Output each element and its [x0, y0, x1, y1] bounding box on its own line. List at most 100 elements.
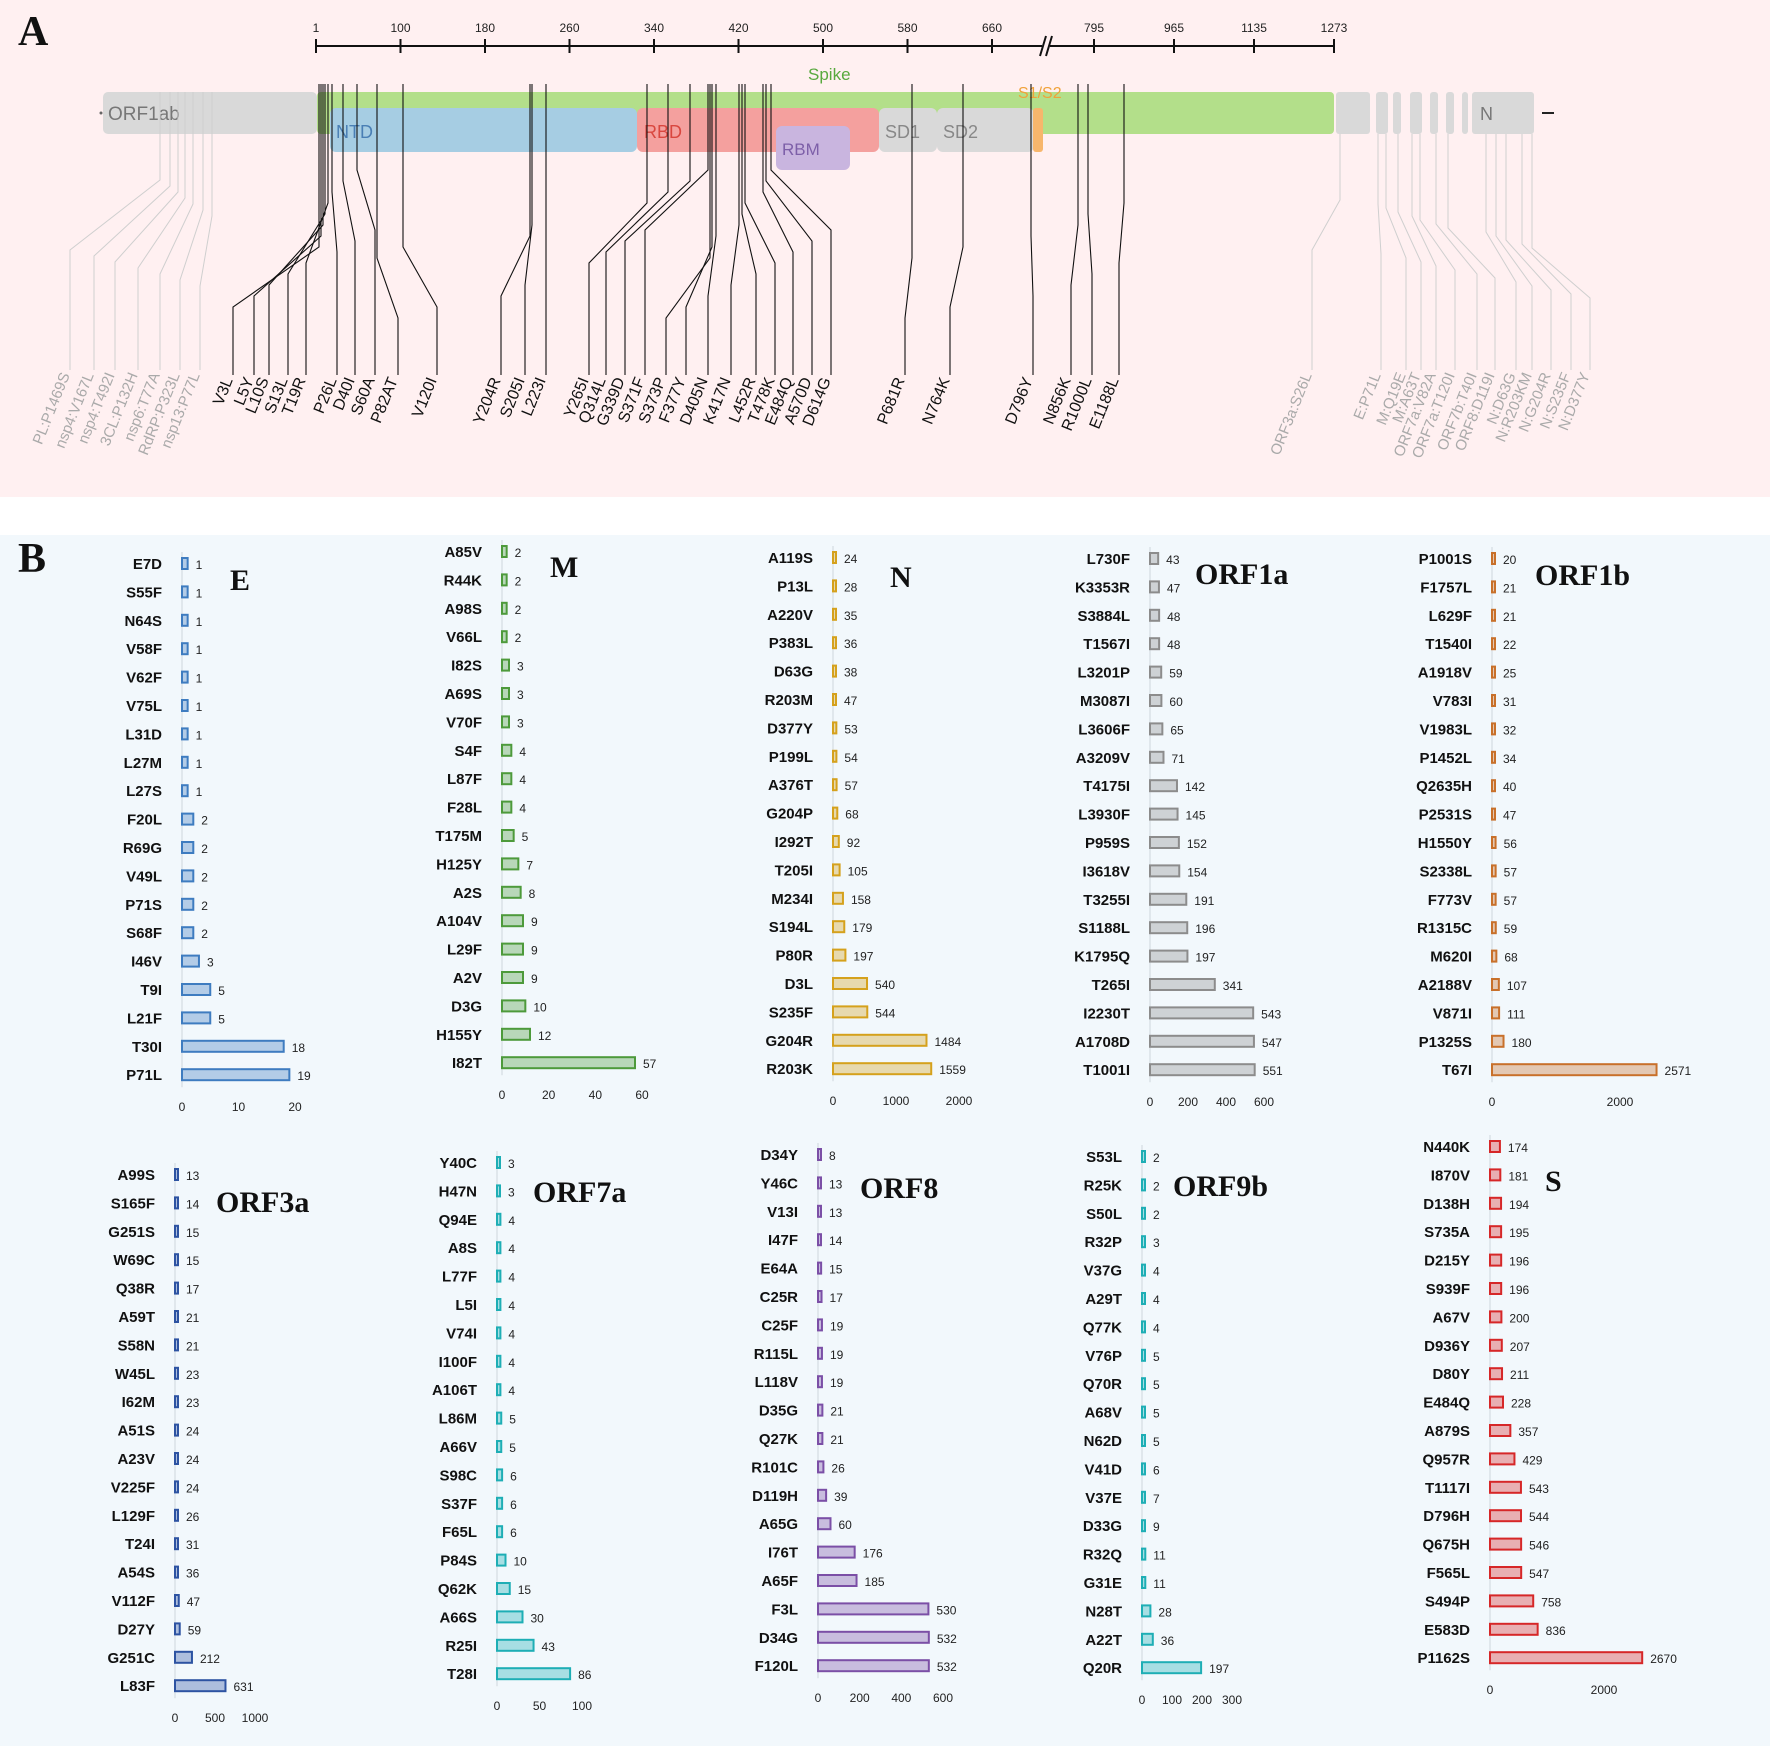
- bar-category-label: T24I: [125, 1536, 155, 1553]
- x-tick-label: 0: [1487, 1683, 1494, 1697]
- bar: [174, 1395, 179, 1409]
- bar-value-label: 152: [1187, 837, 1207, 851]
- bar-value-label: 31: [186, 1538, 200, 1552]
- bar-value-label: 5: [509, 1413, 516, 1427]
- bar-category-label: S235F: [769, 1004, 813, 1021]
- bar-category-label: A67V: [1432, 1309, 1470, 1326]
- bar-category-label: V225F: [111, 1479, 155, 1496]
- bar: [1149, 750, 1165, 764]
- x-tick-label: 500: [205, 1711, 225, 1725]
- scale-tick-label: 260: [559, 21, 579, 35]
- bar: [501, 658, 510, 672]
- bar-value-label: 2: [1153, 1208, 1160, 1222]
- bar-category-label: Y46C: [760, 1175, 798, 1192]
- bar-value-label: 2: [201, 814, 208, 828]
- bar-value-label: 6: [510, 1469, 517, 1483]
- bar: [181, 897, 195, 911]
- bar: [181, 727, 189, 741]
- bar-value-label: 28: [1158, 1605, 1172, 1619]
- bar-category-label: A104V: [436, 913, 482, 930]
- bar-value-label: 4: [508, 1242, 515, 1256]
- bar-category-label: S3884L: [1077, 608, 1130, 625]
- bar-category-label: A69S: [444, 686, 482, 703]
- bar: [1149, 779, 1178, 793]
- other-mutation-leader: [1505, 134, 1552, 370]
- bar-value-label: 48: [1167, 638, 1181, 652]
- bar: [1489, 1253, 1503, 1267]
- bar-category-label: W69C: [113, 1252, 155, 1269]
- bar-category-label: D35G: [759, 1403, 798, 1420]
- bar: [832, 891, 844, 905]
- bar-value-label: 92: [847, 836, 861, 850]
- bar-category-label: T28I: [447, 1666, 477, 1683]
- bar-value-label: 1: [196, 586, 203, 600]
- bar-category-label: I76T: [768, 1545, 798, 1562]
- spike-mutation-label: V120I: [409, 375, 440, 420]
- bar: [174, 1168, 179, 1181]
- bar-category-label: H1550Y: [1418, 835, 1472, 852]
- bar-category-label: T1567I: [1083, 636, 1130, 653]
- bar-value-label: 2: [515, 631, 522, 645]
- bar-value-label: 4: [1153, 1265, 1160, 1279]
- bar: [1149, 836, 1180, 849]
- x-tick-label: 600: [933, 1691, 953, 1705]
- bar-value-label: 158: [851, 893, 871, 907]
- bar: [1141, 1320, 1146, 1334]
- bar: [496, 1298, 502, 1311]
- bar-value-label: 1: [196, 672, 203, 686]
- chart-orf7a: ORF7a Y40C 3 H47N 3 Q94E 4 A8S 4 L77F 4 L5I 4 V74I 4 I1…: [432, 1151, 626, 1713]
- bar-value-label: 3: [508, 1157, 515, 1171]
- bar-category-label: A54S: [117, 1565, 155, 1582]
- bar-value-label: 5: [218, 984, 225, 998]
- bar-category-label: M620I: [1430, 949, 1472, 966]
- other-mutation-leader: [1447, 134, 1496, 370]
- bar-category-label: H47N: [439, 1183, 477, 1200]
- bar: [817, 1318, 823, 1332]
- bar: [174, 1508, 179, 1522]
- spike-mutation-leader: [1030, 84, 1034, 375]
- bar-value-label: 54: [844, 751, 858, 765]
- x-tick-label: 0: [1139, 1693, 1146, 1707]
- bar-value-label: 15: [186, 1254, 200, 1268]
- scale-tick-label: 660: [982, 21, 1002, 35]
- bar-value-label: 24: [186, 1453, 200, 1467]
- bar-value-label: 197: [853, 950, 873, 964]
- bar-value-label: 544: [1529, 1510, 1549, 1524]
- bar-category-label: A59T: [118, 1309, 155, 1326]
- bar-value-label: 107: [1507, 979, 1527, 993]
- bar-value-label: 3: [517, 688, 524, 702]
- bar: [832, 607, 837, 621]
- bar-value-label: 194: [1509, 1198, 1529, 1212]
- x-tick-label: 10: [232, 1100, 246, 1114]
- bar-value-label: 196: [1195, 922, 1215, 936]
- bar: [817, 1517, 832, 1531]
- bar-value-label: 3: [1153, 1236, 1160, 1250]
- bar: [832, 693, 837, 706]
- spike-mutation-leader: [741, 84, 757, 375]
- x-tick-label: 50: [533, 1699, 547, 1713]
- other-mutation-leader: [1397, 134, 1422, 370]
- bar-value-label: 195: [1509, 1226, 1529, 1240]
- bar-value-label: 631: [233, 1680, 253, 1694]
- spike-mutation-leader: [287, 84, 326, 375]
- bar-category-label: R101C: [751, 1459, 798, 1476]
- bar-value-label: 59: [188, 1623, 202, 1637]
- bar: [832, 551, 837, 564]
- bar-category-label: I82S: [451, 658, 482, 675]
- bar: [817, 1261, 823, 1275]
- bar-category-label: D27Y: [117, 1621, 155, 1638]
- x-tick-label: 200: [1178, 1095, 1198, 1109]
- bar-category-label: Q20R: [1083, 1660, 1122, 1677]
- scale-tick-label: 1273: [1321, 21, 1348, 35]
- spike-mutation-label: D796Y: [1003, 375, 1037, 427]
- bar-category-label: A68V: [1084, 1405, 1122, 1422]
- bar-category-label: T4175I: [1083, 778, 1130, 795]
- bar: [501, 885, 522, 899]
- bar-category-label: P1001S: [1419, 551, 1472, 568]
- bar-category-label: P84S: [440, 1553, 477, 1570]
- bar-category-label: V58F: [126, 641, 162, 658]
- bar: [832, 863, 841, 877]
- bar-value-label: 145: [1186, 809, 1206, 823]
- bar: [817, 1176, 822, 1190]
- orf1ab-mutation-leader: [199, 92, 213, 370]
